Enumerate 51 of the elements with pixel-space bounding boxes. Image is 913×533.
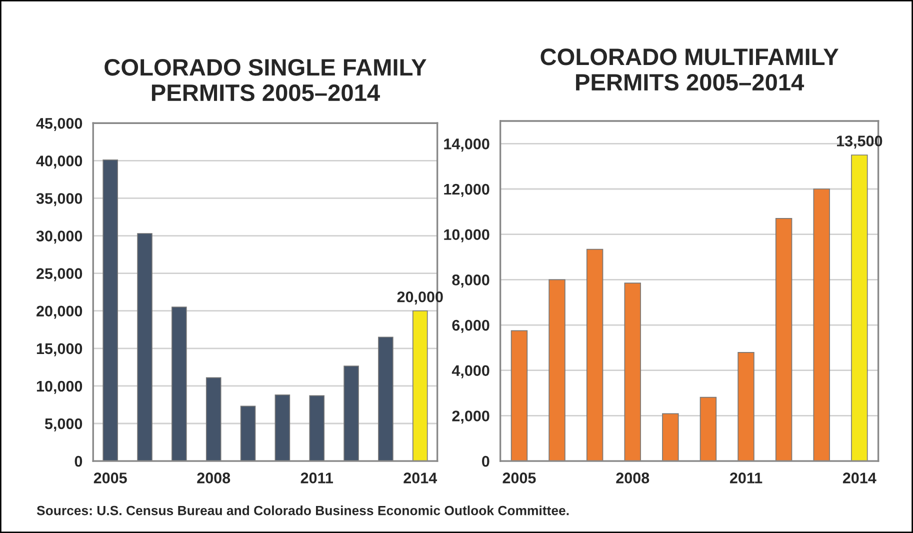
bar (378, 336, 394, 462)
x-tick-label: 2008 (616, 472, 650, 484)
y-tick-label: 45,000 (36, 118, 82, 132)
x-tick-label: 2005 (502, 472, 536, 484)
y-tick-label: 30,000 (36, 230, 82, 244)
bar (344, 366, 359, 462)
y-tick-label: 14,000 (444, 138, 490, 152)
bar (412, 310, 428, 462)
y-tick-label: 15,000 (36, 343, 82, 356)
y-tick-label: 12,000 (444, 184, 490, 197)
y-tick-label: 25,000 (36, 268, 82, 282)
bar (586, 248, 604, 462)
x-tick-label: 2008 (197, 472, 230, 484)
x-tick-label: 2011 (730, 472, 762, 484)
bar (813, 188, 830, 462)
y-tick-label: 0 (74, 456, 82, 467)
bar (548, 279, 566, 462)
y-tick-label: 10,000 (444, 229, 490, 242)
chart-title: COLORADO SINGLE FAMILY PERMITS 2005–2014 (104, 58, 426, 102)
bar (700, 396, 717, 462)
bar (206, 377, 222, 462)
chart-title: COLORADO MULTIFAMILY PERMITS 2005–2014 (540, 48, 838, 91)
y-tick-label: 5,000 (44, 418, 82, 432)
x-tick-label: 2014 (842, 472, 876, 484)
y-tick-label: 0 (482, 456, 490, 467)
y-tick-label: 6,000 (452, 320, 490, 333)
y-tick-label: 20,000 (36, 306, 82, 319)
y-tick-label: 8,000 (452, 274, 490, 288)
x-tick-label: 2014 (404, 472, 438, 484)
x-tick-label: 2005 (94, 472, 127, 484)
bar (172, 306, 187, 462)
x-tick-label: 2011 (300, 472, 334, 484)
data-label: 13,500 (837, 136, 882, 149)
bar (102, 160, 118, 462)
y-tick-label: 10,000 (36, 380, 82, 394)
source-note: Sources: U.S. Census Bureau and Colorado Business Economic Outlook Committee. (36, 506, 569, 516)
bar (624, 282, 641, 462)
bar (274, 394, 290, 462)
bar (851, 154, 868, 462)
bar (240, 406, 256, 462)
bar (309, 395, 325, 462)
bar (510, 330, 528, 462)
bar (137, 233, 152, 462)
y-tick-label: 2,000 (452, 410, 490, 424)
bar (738, 352, 754, 462)
y-tick-label: 40,000 (36, 156, 82, 169)
bar (775, 218, 792, 462)
data-label: 20,000 (397, 291, 443, 304)
y-tick-label: 35,000 (36, 193, 82, 206)
bar (662, 413, 679, 462)
y-tick-label: 4,000 (452, 365, 490, 378)
